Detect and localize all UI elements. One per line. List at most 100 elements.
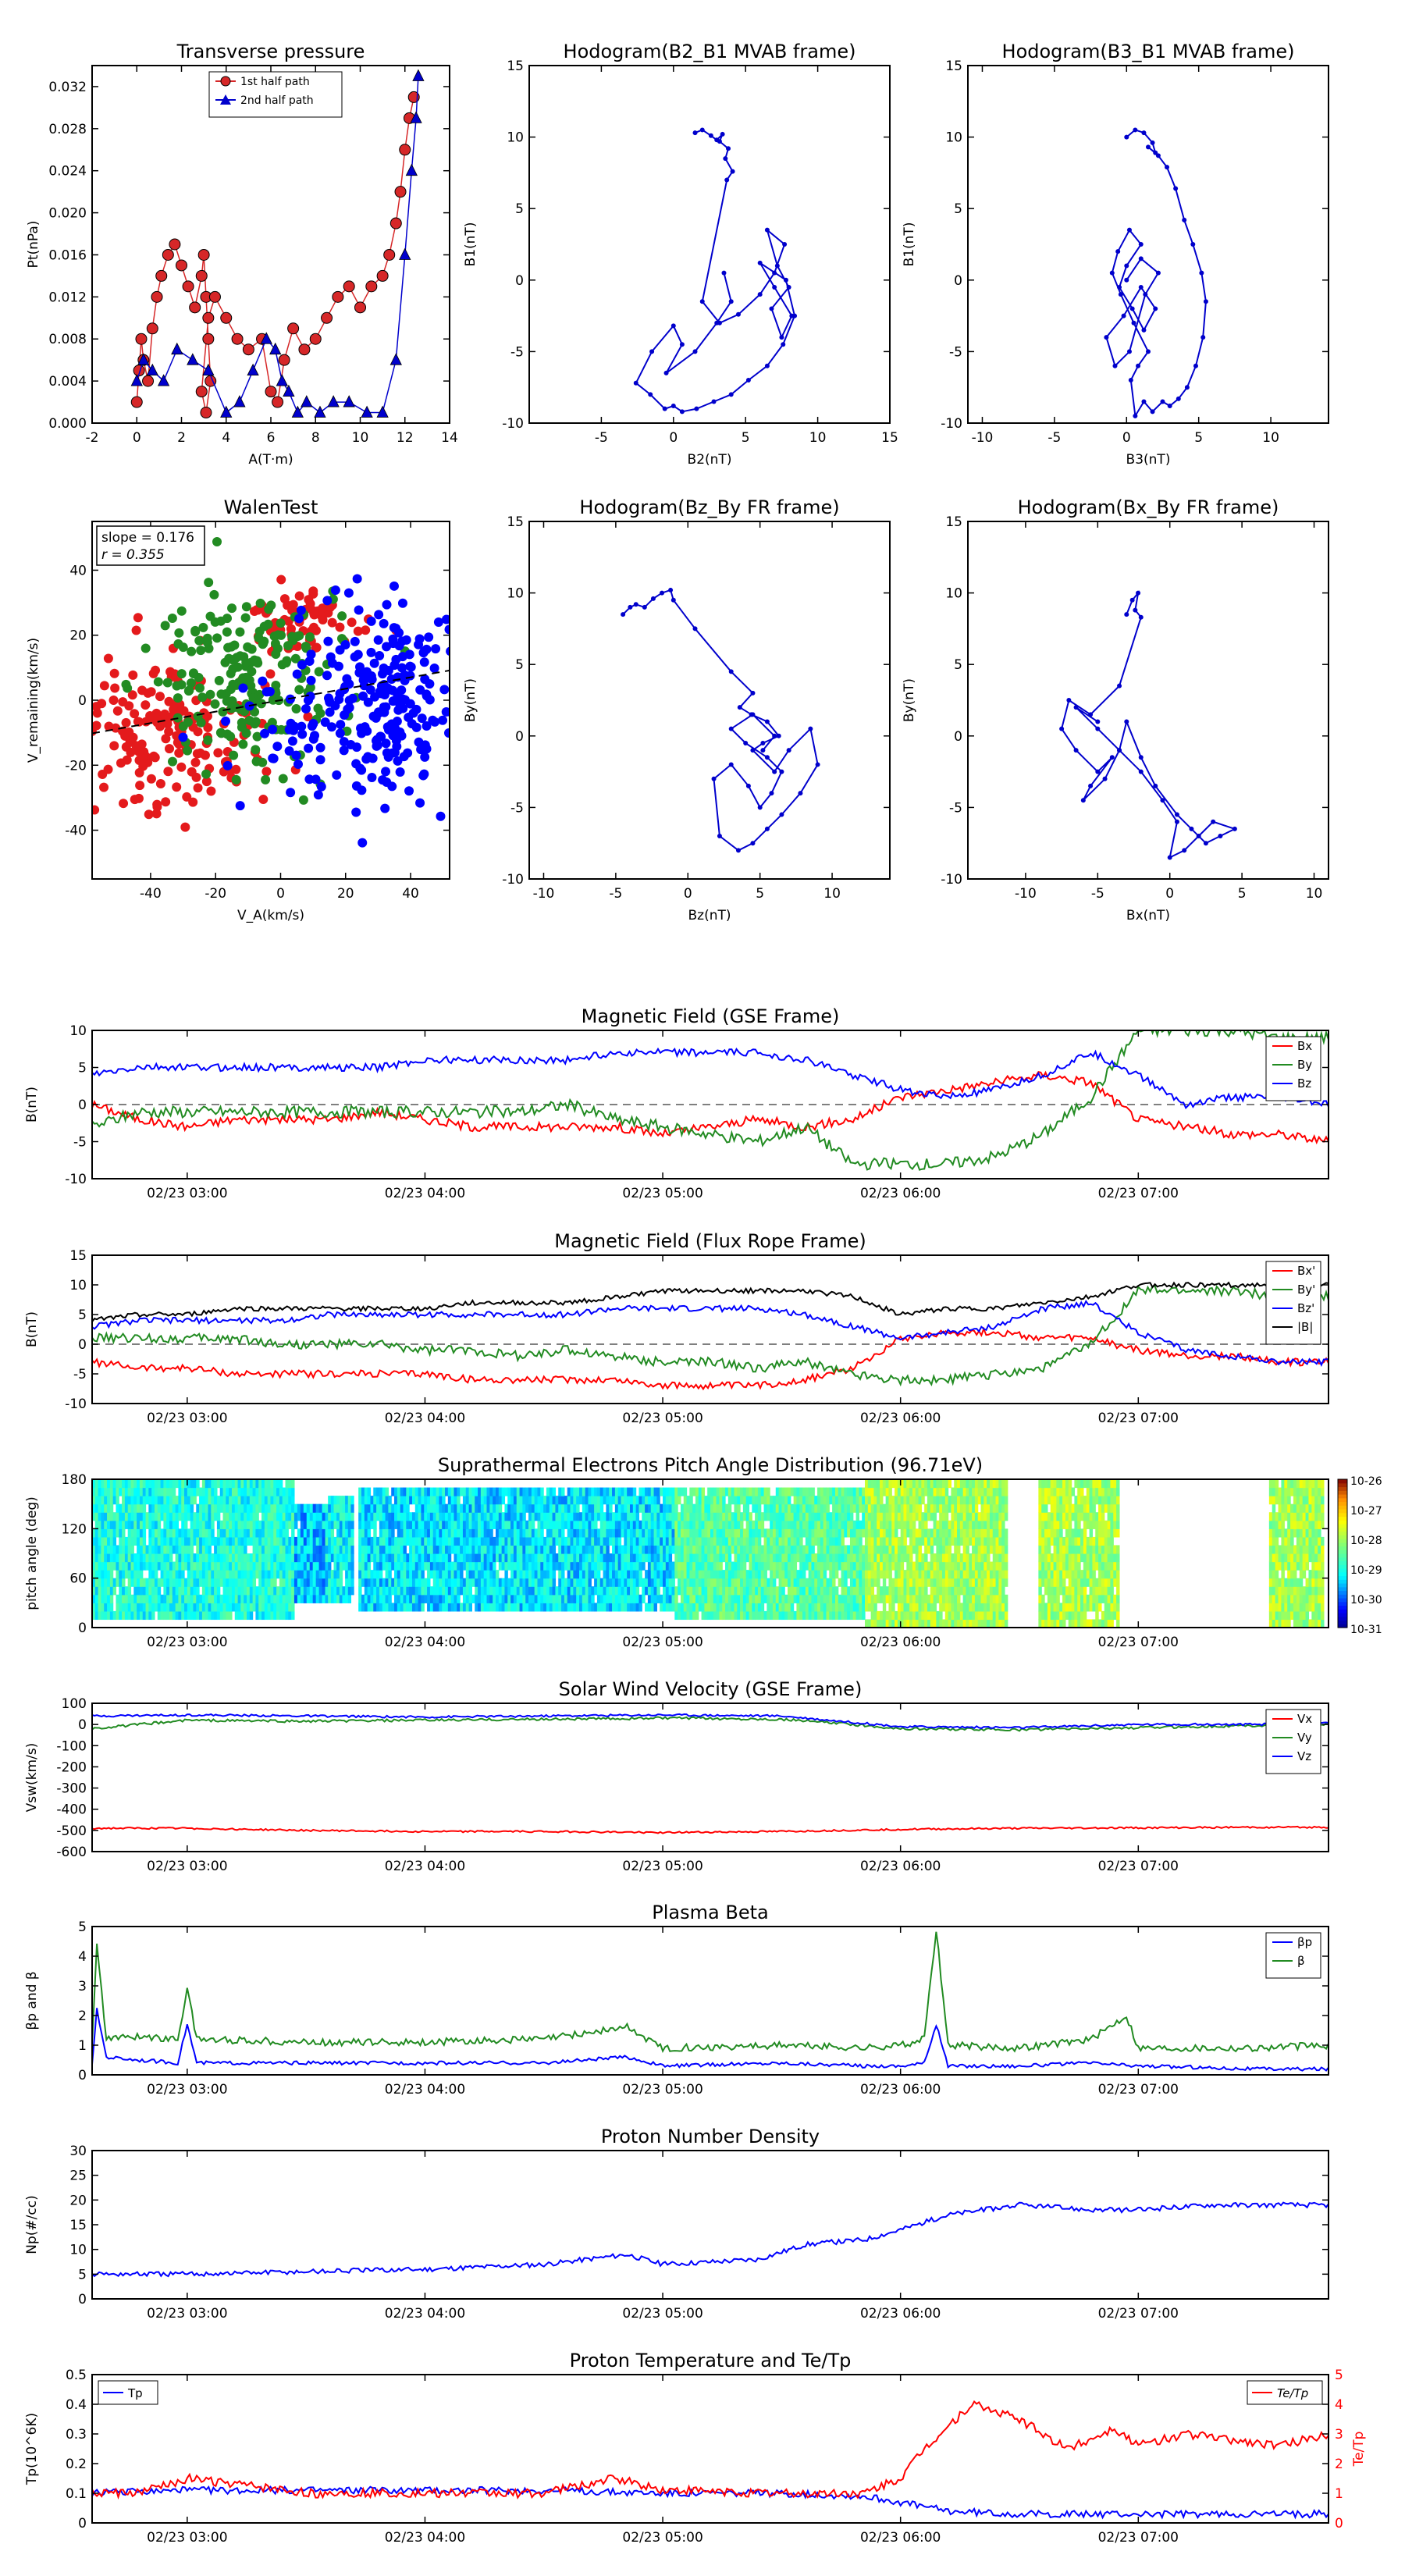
heatmap-cell [137, 1570, 140, 1579]
hodogram-point [808, 726, 813, 731]
heatmap-cell [760, 1610, 765, 1621]
heatmap-cell [214, 1603, 218, 1612]
chart-title: Transverse pressure [176, 41, 365, 62]
heatmap-cell [211, 1536, 215, 1546]
heatmap-cell [534, 1487, 539, 1496]
heatmap-cell [719, 1603, 723, 1612]
heatmap-cell [133, 1586, 137, 1596]
heatmap-cell [716, 1545, 720, 1554]
walen-point [276, 575, 286, 585]
heatmap-cell [130, 1578, 134, 1587]
heatmap-cell [169, 1594, 173, 1603]
heatmap-cell [478, 1561, 482, 1571]
heatmap-cell [624, 1536, 628, 1546]
heatmap-cell [273, 1586, 277, 1596]
heatmap-cell [489, 1496, 493, 1505]
walen-point [182, 792, 192, 802]
heatmap-cell [585, 1586, 589, 1596]
heatmap-cell [680, 1570, 685, 1579]
heatmap-cell [187, 1503, 191, 1513]
heatmap-cell [686, 1528, 690, 1538]
heatmap-cell [564, 1603, 568, 1612]
heatmap-cell [291, 1578, 295, 1587]
heatmap-cell [614, 1512, 619, 1521]
y-axis-label: B(nT) [24, 1311, 40, 1347]
hodogram-point [1095, 719, 1101, 724]
hodogram-point [662, 406, 667, 411]
heatmap-cell [112, 1536, 117, 1546]
heatmap-cell [226, 1570, 229, 1579]
heatmap-cell [752, 1610, 756, 1621]
heatmap-cell [163, 1520, 167, 1529]
heatmap-cell [570, 1520, 574, 1529]
heatmap-cell [190, 1487, 194, 1496]
heatmap-cell [385, 1553, 389, 1563]
heatmap-cell [617, 1561, 622, 1571]
heatmap-cell [781, 1578, 785, 1587]
heatmap-cell [564, 1496, 568, 1505]
heatmap-cell [498, 1528, 503, 1538]
heatmap-cell [471, 1536, 475, 1546]
heatmap-cell [261, 1603, 265, 1612]
heatmap-cell [119, 1503, 123, 1513]
heatmap-cell [489, 1578, 493, 1587]
heatmap-cell [345, 1561, 349, 1571]
heatmap-cell [288, 1594, 292, 1603]
walen-point [108, 696, 119, 706]
heatmap-cell [513, 1603, 518, 1612]
heatmap-cell [258, 1586, 262, 1596]
heatmap-cell [749, 1545, 752, 1554]
heatmap-cell [409, 1561, 413, 1571]
data-point-triangle [283, 384, 295, 397]
heatmap-cell [588, 1545, 592, 1554]
heatmap-cell [656, 1520, 660, 1529]
heatmap-cell [244, 1594, 247, 1603]
heatmap-cell [760, 1528, 765, 1538]
hodogram-point [628, 604, 633, 610]
heatmap-cell [190, 1520, 194, 1529]
hodogram-point [750, 841, 756, 846]
panel-h1: Hodogram(B2_B1 MVAB frame)B2(nT)B1(nT)-5… [463, 41, 898, 468]
heatmap-cell [660, 1603, 663, 1612]
walen-point [261, 767, 272, 777]
heatmap-cell [483, 1528, 488, 1538]
hodogram-point [1141, 399, 1147, 404]
heatmap-cell [92, 1594, 96, 1603]
heatmap-cell [745, 1512, 750, 1521]
walen-point [308, 734, 318, 744]
heatmap-cell [282, 1594, 286, 1603]
heatmap-cell [119, 1520, 123, 1529]
heatmap-cell [193, 1586, 197, 1596]
heatmap-cell [650, 1528, 655, 1538]
heatmap-cell [457, 1487, 461, 1496]
heatmap-cell [148, 1496, 152, 1505]
heatmap-cell [695, 1553, 699, 1563]
heatmap-cell [226, 1512, 229, 1521]
heatmap-cell [495, 1553, 500, 1563]
heatmap-cell [483, 1553, 488, 1563]
legend-label: Vy [1297, 1731, 1312, 1745]
heatmap-cell [252, 1578, 257, 1587]
heatmap-cell [436, 1603, 439, 1612]
plot-area [92, 1030, 1329, 1171]
heatmap-cell [561, 1512, 565, 1521]
heatmap-cell [567, 1578, 571, 1587]
heatmap-cell [516, 1594, 521, 1603]
heatmap-cell [394, 1603, 398, 1612]
heatmap-cell [465, 1578, 470, 1587]
heatmap-cell [722, 1553, 726, 1563]
heatmap-cell [475, 1594, 478, 1603]
heatmap-cell [507, 1520, 511, 1529]
heatmap-cell [148, 1536, 152, 1546]
heatmap-cell [122, 1512, 126, 1521]
heatmap-cell [219, 1610, 224, 1621]
heatmap-cell [638, 1503, 642, 1513]
heatmap-cell [647, 1536, 652, 1546]
walen-point [362, 726, 372, 736]
heatmap-cell [109, 1594, 114, 1603]
heatmap-cell [172, 1586, 176, 1596]
heatmap-cell [656, 1528, 660, 1538]
heatmap-cell [793, 1561, 798, 1571]
heatmap-cell [367, 1512, 372, 1521]
heatmap-cell [293, 1545, 298, 1554]
